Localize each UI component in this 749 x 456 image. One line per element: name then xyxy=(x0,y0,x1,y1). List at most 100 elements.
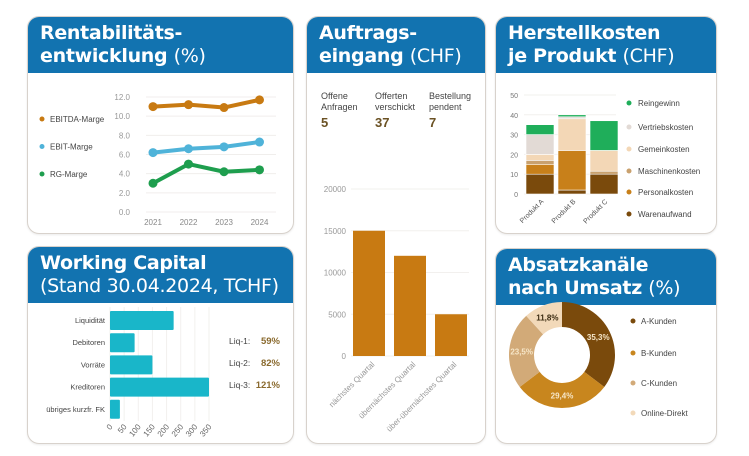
legend-marker xyxy=(626,189,632,195)
legend-label: Personalkosten xyxy=(638,188,693,197)
x-tick-label: Produkt B xyxy=(551,198,578,225)
bar xyxy=(394,255,426,356)
bar-segment xyxy=(525,160,555,165)
stat-label: Bestellung xyxy=(429,91,472,101)
legend-label: RG-Marge xyxy=(50,170,88,179)
legend-marker xyxy=(626,146,632,152)
x-tick-label: 2023 xyxy=(215,218,233,227)
x-tick-label: 0 xyxy=(105,422,115,432)
bar-segment xyxy=(589,170,619,175)
x-tick-label: Produkt C xyxy=(582,198,609,225)
title: Absatzkanäle xyxy=(508,254,649,276)
series-line xyxy=(152,162,260,186)
y-tick-label: 4.0 xyxy=(119,170,131,179)
y-tick-label: 40 xyxy=(510,113,518,120)
liq-label: Liq-2: xyxy=(229,358,250,368)
stat-label: Offerten xyxy=(375,91,408,101)
card-herstellkosten: Herstellkosten je Produkt (CHF) 0 10 20 30 40… xyxy=(495,16,717,234)
bar-segment xyxy=(557,150,587,191)
legend-label: Gemeinkosten xyxy=(638,145,690,154)
stat-label: verschickt xyxy=(375,102,416,112)
series-line xyxy=(152,97,260,110)
data-point xyxy=(255,137,264,147)
card-auftragseingang: Auftrags-eingang (CHF) Offene Anfragen 5 O… xyxy=(306,16,486,444)
liq-value: 59% xyxy=(261,336,281,347)
bar xyxy=(353,230,385,356)
horizontal-bar-chart: 0 50100150200250300350LiquiditätDebitoren… xyxy=(46,307,281,439)
data-point xyxy=(184,100,193,110)
bar xyxy=(435,314,467,356)
liq-value: 121% xyxy=(256,380,281,391)
y-tick-label: 0 xyxy=(514,192,518,199)
bar-segment xyxy=(525,124,555,135)
bar xyxy=(110,355,153,375)
legend-label: C-Kunden xyxy=(641,379,677,388)
bar-segment xyxy=(525,134,555,155)
data-point xyxy=(148,148,158,158)
title: Herstellkosten xyxy=(508,22,661,44)
bar xyxy=(110,377,209,397)
bar xyxy=(110,311,174,330)
liq-value: 82% xyxy=(261,358,281,369)
y-tick-label: 6.0 xyxy=(119,151,131,160)
liq-label: Liq-3: xyxy=(229,380,250,390)
bar xyxy=(110,399,120,419)
bar-segment xyxy=(589,150,619,172)
stat-label: pendent xyxy=(429,102,462,112)
legend-marker xyxy=(630,350,636,356)
slice-label: 23,5% xyxy=(510,347,533,356)
legend-marker xyxy=(630,380,636,386)
bar-segment xyxy=(557,189,587,195)
title: Rentabilitäts- xyxy=(40,22,183,44)
data-point xyxy=(219,142,229,152)
y-tick-label: Liquidität xyxy=(75,316,106,325)
stacked-bar-chart: 0 10 20 30 40 50 Produkt A Produkt B Produkt C Re… xyxy=(510,93,700,225)
y-tick-label: 10000 xyxy=(324,269,347,278)
x-tick-label: Produkt A xyxy=(519,198,546,225)
legend-label: Warenaufwand xyxy=(638,210,692,219)
legend-label: EBIT-Marge xyxy=(50,143,93,152)
y-tick-label: 0.0 xyxy=(119,208,131,217)
legend-label: Online-Direkt xyxy=(641,409,688,418)
card-header: Auftrags-eingang (CHF) xyxy=(307,17,485,73)
title: Working Capital xyxy=(40,252,207,274)
bar-segment xyxy=(589,173,619,195)
legend-marker xyxy=(626,124,632,130)
slice-label: 11,8% xyxy=(536,313,558,322)
unit: (CHF) xyxy=(622,45,675,67)
legend-marker xyxy=(630,410,636,416)
legend-marker xyxy=(39,116,45,122)
x-tick-label: 150 xyxy=(141,422,157,438)
donut-slice xyxy=(509,315,544,387)
data-point xyxy=(255,165,264,175)
donut-slice xyxy=(519,371,605,408)
subtitle: (Stand 30.04.2024, TCHF) xyxy=(40,275,279,297)
y-tick-label: 30 xyxy=(510,133,518,140)
legend-label: Reingewinn xyxy=(638,99,680,108)
legend-marker xyxy=(39,144,45,149)
unit: (CHF) xyxy=(409,45,462,67)
line-chart: 0.0 2.0 4.0 6.0 8.0 10.0 12.0 2021 2022 2023 2024 E… xyxy=(39,93,276,227)
title: Auftrags- xyxy=(319,22,417,44)
bar-segment xyxy=(557,118,587,151)
bar-segment xyxy=(525,173,555,195)
slice-label: 29,4% xyxy=(551,392,574,401)
card-header: Herstellkosten je Produkt (CHF) xyxy=(496,17,716,73)
data-point xyxy=(148,178,158,188)
data-point xyxy=(219,103,229,113)
data-point xyxy=(184,144,193,154)
card-absatzkanaele: Absatzkanäle nach Umsatz (%) 35,3% A-Kunde… xyxy=(495,248,717,444)
stat-label: Offene xyxy=(321,91,348,101)
card-rentabilitaet: Rentabilitäts-entwicklung (%) 0.0 2.0 4.0 6… xyxy=(27,16,294,234)
unit: (%) xyxy=(173,45,206,67)
donut-slice xyxy=(526,302,562,335)
x-tick-label: 2024 xyxy=(251,218,269,227)
legend-label: Vertriebskosten xyxy=(638,123,693,132)
stat-value: 5 xyxy=(321,115,329,130)
stat-value: 37 xyxy=(375,115,390,130)
card-working-capital: Working Capital (Stand 30.04.2024, TCHF) … xyxy=(27,246,294,444)
y-tick-label: 0 xyxy=(342,352,347,361)
data-point xyxy=(148,102,158,112)
x-tick-label: 2022 xyxy=(180,218,198,227)
